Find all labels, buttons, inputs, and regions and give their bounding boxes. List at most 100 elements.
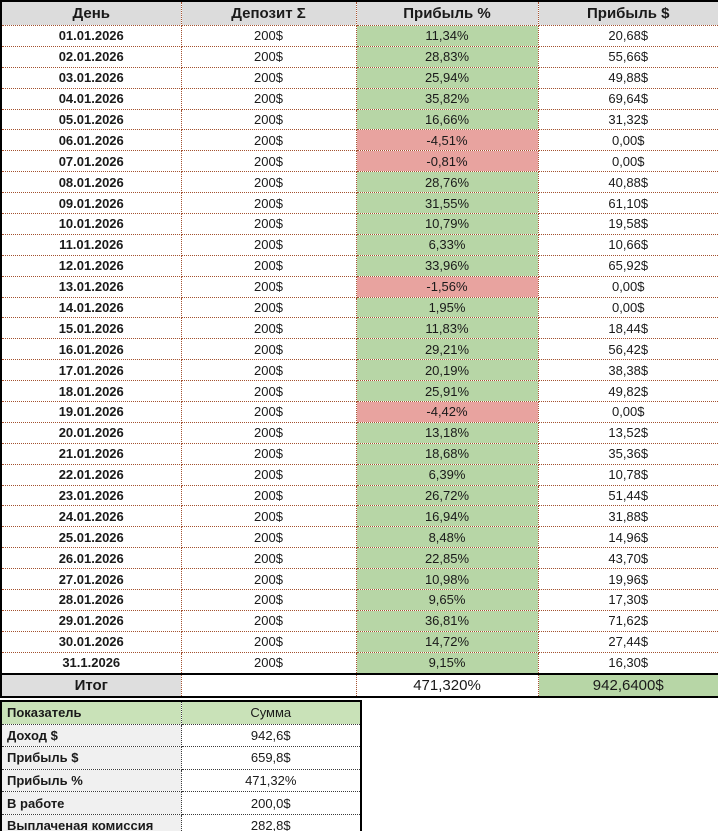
percent-cell[interactable]: 13,18% [355, 421, 539, 444]
profit-cell[interactable]: 49,88$ [537, 66, 718, 89]
summary-label-cell[interactable]: Выплаченая комиссия [0, 813, 182, 831]
deposit-cell[interactable]: 200$ [180, 630, 357, 653]
percent-cell[interactable]: 1,95% [355, 296, 539, 319]
date-cell[interactable]: 06.01.2026 [0, 129, 182, 152]
header-profit-dollar[interactable]: Прибыль $ [537, 0, 718, 26]
deposit-cell[interactable]: 200$ [180, 108, 357, 131]
profit-cell[interactable]: 56,42$ [537, 338, 718, 361]
summary-header-indicator[interactable]: Показатель [0, 700, 182, 725]
date-cell[interactable]: 08.01.2026 [0, 171, 182, 194]
profit-cell[interactable]: 0,00$ [537, 401, 718, 423]
deposit-cell[interactable]: 200$ [180, 275, 357, 298]
deposit-cell[interactable]: 200$ [180, 317, 357, 340]
date-cell[interactable]: 03.01.2026 [0, 66, 182, 89]
deposit-cell[interactable]: 200$ [180, 463, 357, 486]
summary-value-cell[interactable]: 942,6$ [180, 723, 362, 748]
date-cell[interactable]: 27.01.2026 [0, 568, 182, 591]
profit-cell[interactable]: 35,36$ [537, 442, 718, 465]
header-day[interactable]: День [0, 0, 182, 26]
deposit-cell[interactable]: 200$ [180, 609, 357, 632]
percent-cell[interactable]: 20,19% [355, 359, 539, 382]
date-cell[interactable]: 05.01.2026 [0, 108, 182, 131]
profit-cell[interactable]: 55,66$ [537, 45, 718, 68]
profit-cell[interactable]: 0,00$ [537, 150, 718, 173]
summary-header-sum[interactable]: Сумма [180, 700, 362, 725]
deposit-cell[interactable]: 200$ [180, 192, 357, 215]
date-cell[interactable]: 21.01.2026 [0, 442, 182, 465]
profit-cell[interactable]: 0,00$ [537, 296, 718, 319]
summary-label-cell[interactable]: Доход $ [0, 723, 182, 748]
profit-cell[interactable]: 20,68$ [537, 25, 718, 47]
date-cell[interactable]: 26.01.2026 [0, 547, 182, 570]
date-cell[interactable]: 23.01.2026 [0, 484, 182, 507]
percent-cell[interactable]: 11,34% [355, 25, 539, 47]
percent-cell[interactable]: -4,51% [355, 129, 539, 152]
percent-cell[interactable]: 6,33% [355, 233, 539, 256]
date-cell[interactable]: 19.01.2026 [0, 401, 182, 423]
deposit-cell[interactable]: 200$ [180, 254, 357, 277]
date-cell[interactable]: 30.01.2026 [0, 630, 182, 653]
summary-label-cell[interactable]: Прибыль $ [0, 746, 182, 770]
profit-cell[interactable]: 16,30$ [537, 651, 718, 675]
profit-cell[interactable]: 31,88$ [537, 505, 718, 528]
percent-cell[interactable]: 14,72% [355, 630, 539, 653]
percent-cell[interactable]: 11,83% [355, 317, 539, 340]
profit-cell[interactable]: 40,88$ [537, 171, 718, 194]
percent-cell[interactable]: 16,66% [355, 108, 539, 131]
profit-cell[interactable]: 10,66$ [537, 233, 718, 256]
profit-cell[interactable]: 43,70$ [537, 547, 718, 570]
profit-cell[interactable]: 51,44$ [537, 484, 718, 507]
percent-cell[interactable]: 18,68% [355, 442, 539, 465]
profit-cell[interactable]: 49,82$ [537, 380, 718, 403]
summary-label-cell[interactable]: В работе [0, 791, 182, 815]
deposit-cell[interactable]: 200$ [180, 442, 357, 465]
deposit-cell[interactable]: 200$ [180, 213, 357, 235]
date-cell[interactable]: 22.01.2026 [0, 463, 182, 486]
summary-value-cell[interactable]: 659,8$ [180, 746, 362, 770]
total-label-cell[interactable]: Итог [0, 672, 182, 698]
profit-cell[interactable]: 13,52$ [537, 421, 718, 444]
deposit-cell[interactable]: 200$ [180, 568, 357, 591]
profit-cell[interactable]: 27,44$ [537, 630, 718, 653]
percent-cell[interactable]: 25,94% [355, 66, 539, 89]
date-cell[interactable]: 28.01.2026 [0, 589, 182, 611]
summary-value-cell[interactable]: 200,0$ [180, 791, 362, 815]
profit-cell[interactable]: 19,58$ [537, 213, 718, 235]
percent-cell[interactable]: 10,98% [355, 568, 539, 591]
percent-cell[interactable]: 10,79% [355, 213, 539, 235]
deposit-cell[interactable]: 200$ [180, 45, 357, 68]
percent-cell[interactable]: 28,76% [355, 171, 539, 194]
profit-cell[interactable]: 0,00$ [537, 275, 718, 298]
deposit-cell[interactable]: 200$ [180, 171, 357, 194]
percent-cell[interactable]: 9,65% [355, 589, 539, 611]
profit-cell[interactable]: 69,64$ [537, 87, 718, 110]
date-cell[interactable]: 29.01.2026 [0, 609, 182, 632]
percent-cell[interactable]: 28,83% [355, 45, 539, 68]
total-profit-cell[interactable]: 942,6400$ [537, 672, 718, 698]
date-cell[interactable]: 04.01.2026 [0, 87, 182, 110]
header-profit-percent[interactable]: Прибыль % [355, 0, 539, 26]
date-cell[interactable]: 12.01.2026 [0, 254, 182, 277]
deposit-cell[interactable]: 200$ [180, 25, 357, 47]
percent-cell[interactable]: 8,48% [355, 526, 539, 549]
date-cell[interactable]: 01.01.2026 [0, 25, 182, 47]
date-cell[interactable]: 16.01.2026 [0, 338, 182, 361]
deposit-cell[interactable]: 200$ [180, 505, 357, 528]
percent-cell[interactable]: 26,72% [355, 484, 539, 507]
deposit-cell[interactable]: 200$ [180, 338, 357, 361]
percent-cell[interactable]: 35,82% [355, 87, 539, 110]
deposit-cell[interactable]: 200$ [180, 87, 357, 110]
date-cell[interactable]: 24.01.2026 [0, 505, 182, 528]
profit-cell[interactable]: 0,00$ [537, 129, 718, 152]
percent-cell[interactable]: -1,56% [355, 275, 539, 298]
profit-cell[interactable]: 10,78$ [537, 463, 718, 486]
profit-cell[interactable]: 14,96$ [537, 526, 718, 549]
percent-cell[interactable]: -0,81% [355, 150, 539, 173]
summary-value-cell[interactable]: 471,32% [180, 768, 362, 793]
percent-cell[interactable]: 6,39% [355, 463, 539, 486]
date-cell[interactable]: 20.01.2026 [0, 421, 182, 444]
date-cell[interactable]: 18.01.2026 [0, 380, 182, 403]
percent-cell[interactable]: 33,96% [355, 254, 539, 277]
deposit-cell[interactable]: 200$ [180, 421, 357, 444]
date-cell[interactable]: 15.01.2026 [0, 317, 182, 340]
